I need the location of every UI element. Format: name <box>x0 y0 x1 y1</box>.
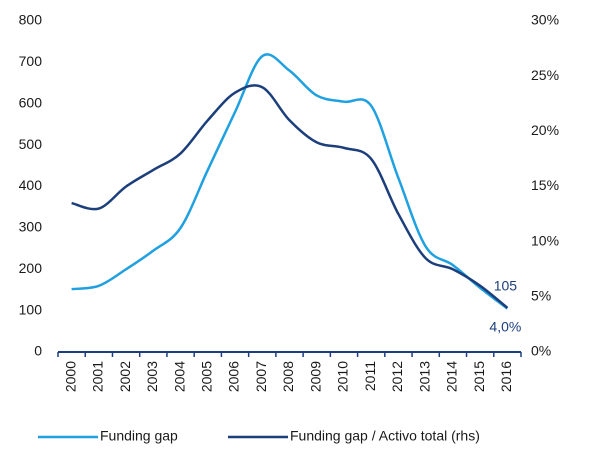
data-label: 4,0% <box>489 319 521 335</box>
y-tick-label: 800 <box>19 12 43 28</box>
data-label: 105 <box>494 277 518 293</box>
x-tick-label: 2004 <box>171 361 187 392</box>
legend-label: Funding gap / Activo total (rhs) <box>290 428 480 444</box>
line <box>71 53 509 310</box>
y-tick-label: 200 <box>19 260 43 276</box>
x-tick-label: 2015 <box>471 361 487 392</box>
x-tick-label: 2016 <box>498 361 514 392</box>
x-tick-label: 2003 <box>144 361 160 392</box>
x-tick-label: 2014 <box>444 361 460 392</box>
y2-tick-label: 5% <box>531 288 551 304</box>
x-tick-label: 2001 <box>90 361 106 392</box>
y2-tick-label: 15% <box>531 177 559 193</box>
y-tick-label: 700 <box>19 53 43 69</box>
x-tick-label: 2012 <box>389 361 405 392</box>
x-tick-label: 2008 <box>280 361 296 392</box>
x-tick-label: 2013 <box>416 361 432 392</box>
y2-tick-label: 10% <box>531 232 559 248</box>
y-tick-label: 300 <box>19 219 43 235</box>
y2-tick-label: 20% <box>531 122 559 138</box>
y-tick-label: 400 <box>19 177 43 193</box>
y2-tick-label: 30% <box>531 12 559 28</box>
x-tick-label: 2010 <box>335 361 351 392</box>
legend-label: Funding gap <box>100 428 178 444</box>
x-tick-label: 2000 <box>62 361 78 392</box>
y2-tick-label: 25% <box>531 67 559 83</box>
y2-tick-label: 0% <box>531 343 551 359</box>
y-tick-label: 500 <box>19 136 43 152</box>
line <box>71 84 509 309</box>
y-tick-label: 100 <box>19 301 43 317</box>
x-tick-label: 2007 <box>253 361 269 392</box>
x-tick-label: 2009 <box>307 361 323 392</box>
x-tick-label: 2002 <box>117 361 133 392</box>
y-tick-label: 0 <box>34 343 42 359</box>
x-tick-label: 2005 <box>198 361 214 392</box>
y-tick-label: 600 <box>19 94 43 110</box>
x-tick-label: 2006 <box>226 361 242 392</box>
x-tick-label: 2011 <box>362 361 378 391</box>
